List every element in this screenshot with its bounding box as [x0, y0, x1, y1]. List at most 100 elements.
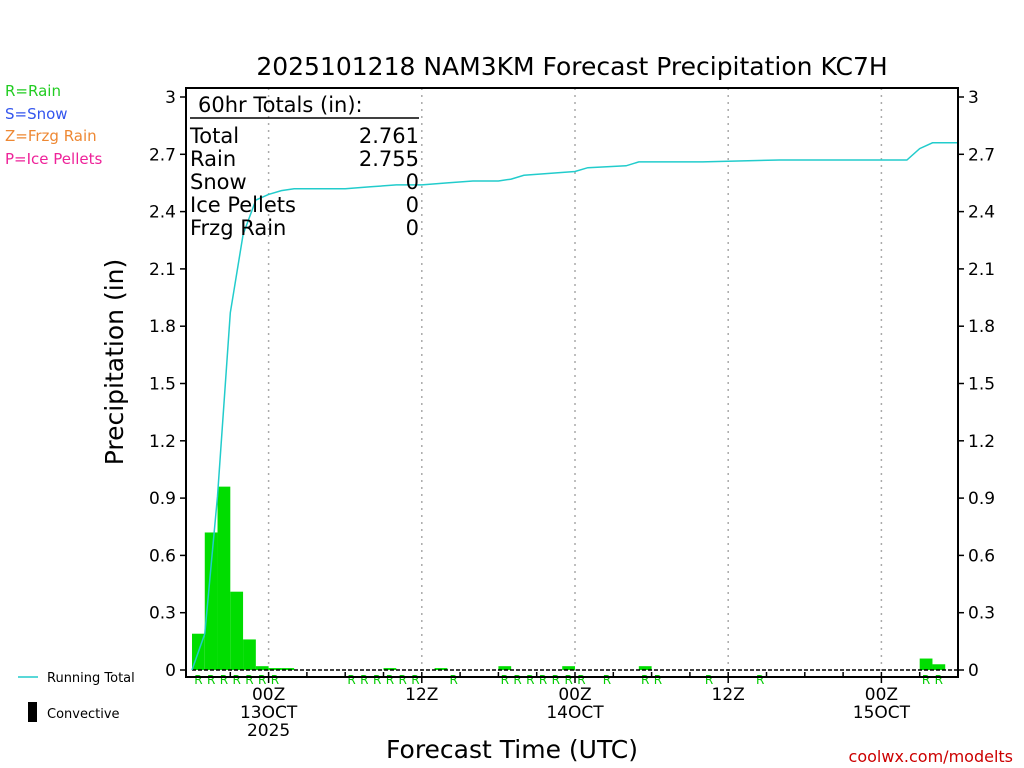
ptype-marker-h16: R — [386, 673, 394, 687]
ytick-right-label-2: 0.6 — [968, 546, 995, 566]
totals-total-value: 2.761 — [359, 124, 419, 148]
xtick-label-3-0: 12Z — [712, 685, 745, 705]
legend-rain: R=Rain — [5, 82, 61, 100]
running-total-key-label: Running Total — [47, 671, 135, 686]
legend-snow: S=Snow — [5, 105, 68, 123]
ptype-marker-h17: R — [398, 673, 406, 687]
totals-total-label: Total — [189, 124, 239, 148]
xtick-label-0-0: 00Z — [252, 685, 285, 705]
ptype-marker-h2: R — [207, 673, 215, 687]
ytick-right-label-4: 1.2 — [968, 432, 995, 452]
totals-rain-label: Rain — [190, 147, 236, 171]
legend-ice-pellets: P=Ice Pellets — [5, 150, 102, 168]
hourly-precip-bars — [192, 486, 946, 670]
ytick-right-label-8: 2.4 — [968, 203, 995, 223]
y-axis-left: 0 0.3 0.6 0.9 1.2 1.5 1.8 2.1 2.4 2.7 3 — [149, 88, 186, 681]
xtick-label-4-0: 00Z — [865, 685, 898, 705]
xtick-label-2-1: 14OCT — [546, 703, 604, 723]
ptype-marker-h14: R — [360, 673, 368, 687]
ptype-marker-h59: R — [935, 673, 943, 687]
xtick-label-1-0: 12Z — [405, 685, 438, 705]
precip-bar-h5 — [243, 639, 256, 670]
ytick-left-label-6: 1.8 — [149, 317, 176, 337]
chart-title: 2025101218 NAM3KM Forecast Precipitation… — [256, 52, 887, 81]
ytick-left-label-7: 2.1 — [149, 260, 176, 280]
ptype-marker-h6: R — [258, 673, 266, 687]
plot-frame — [185, 87, 959, 678]
ptype-marker-h1: R — [194, 673, 202, 687]
totals-frzg-rain-value: 0 — [406, 216, 419, 240]
xtick-label-4-1: 15OCT — [853, 703, 911, 723]
convective-key-swatch — [28, 702, 37, 722]
ptype-marker-h33: R — [603, 673, 611, 687]
precip-bar-h2 — [204, 532, 218, 670]
ptype-marker-h18: R — [411, 673, 419, 687]
ptype-marker-h3: R — [220, 673, 228, 687]
series-key: Running Total Convective — [18, 671, 135, 722]
ptype-marker-h15: R — [373, 673, 381, 687]
ptype-marker-h29: R — [552, 673, 560, 687]
ptype-marker-h28: R — [539, 673, 547, 687]
ptype-marker-h45: R — [756, 673, 764, 687]
totals-snow-label: Snow — [190, 170, 247, 194]
ptype-marker-h27: R — [526, 673, 534, 687]
ytick-left-label-8: 2.4 — [149, 203, 176, 223]
ytick-left-label-3: 0.9 — [149, 489, 176, 509]
ytick-right-label-3: 0.9 — [968, 489, 995, 509]
precip-bar-h20 — [434, 668, 448, 670]
precip-bar-h58 — [919, 658, 933, 670]
precip-bar-h7 — [268, 668, 282, 670]
xtick-label-0-1: 13OCT — [240, 703, 298, 723]
ptype-marker-h13: R — [347, 673, 355, 687]
ytick-right-label-9: 2.7 — [968, 145, 995, 165]
ytick-left-label-5: 1.5 — [149, 375, 176, 395]
xtick-label-2-0: 00Z — [558, 685, 591, 705]
totals-ice-pellets-value: 0 — [406, 193, 419, 217]
precip-bar-h59 — [932, 664, 946, 670]
legend-frzg-rain: Z=Frzg Rain — [5, 127, 97, 145]
convective-key-label: Convective — [47, 707, 120, 722]
ptype-marker-h4: R — [233, 673, 241, 687]
ptype-marker-h41: R — [705, 673, 713, 687]
ptype-marker-h31: R — [577, 673, 585, 687]
precip-bar-h4 — [230, 591, 244, 670]
ytick-right-label-1: 0.3 — [968, 604, 995, 624]
y-axis-label: Precipitation (in) — [100, 259, 129, 466]
totals-box: 60hr Totals (in): Total 2.761 Rain 2.755… — [189, 93, 419, 240]
credit-text: coolwx.com/modelts — [849, 747, 1013, 766]
ptype-marker-h21: R — [450, 673, 458, 687]
ptype-marker-h5: R — [245, 673, 253, 687]
running-total-line — [191, 142, 958, 671]
x-axis-label: Forecast Time (UTC) — [386, 735, 638, 764]
precip-bar-h6 — [255, 666, 269, 670]
precip-bar-h3 — [217, 486, 231, 670]
ptype-marker-h58: R — [922, 673, 930, 687]
ytick-left-label-9: 2.7 — [149, 145, 176, 165]
totals-header: 60hr Totals (in): — [198, 93, 363, 117]
ytick-right-label-6: 1.8 — [968, 317, 995, 337]
y-axis-right: 0 0.3 0.6 0.9 1.2 1.5 1.8 2.1 2.4 2.7 3 — [958, 88, 995, 681]
precip-bar-h8 — [281, 668, 295, 670]
ytick-left-label-2: 0.6 — [149, 546, 176, 566]
ytick-right-label-0: 0 — [968, 661, 979, 681]
ytick-right-label-10: 3 — [968, 88, 979, 108]
ptype-marker-h30: R — [564, 673, 572, 687]
ytick-left-label-10: 3 — [165, 88, 176, 108]
ytick-right-label-5: 1.5 — [968, 375, 995, 395]
ptype-legend: R=Rain S=Snow Z=Frzg Rain P=Ice Pellets — [5, 82, 102, 168]
totals-snow-value: 0 — [406, 170, 419, 194]
precip-bar-h36 — [638, 666, 652, 670]
precip-bar-h25 — [498, 666, 512, 670]
totals-rain-value: 2.755 — [359, 147, 419, 171]
totals-frzg-rain-label: Frzg Rain — [190, 216, 286, 240]
ptype-marker-h26: R — [513, 673, 521, 687]
ptype-marker-h37: R — [654, 673, 662, 687]
ytick-left-label-4: 1.2 — [149, 432, 176, 452]
precip-bar-h30 — [562, 666, 575, 670]
ytick-right-label-7: 2.1 — [968, 260, 995, 280]
ptype-marker-h36: R — [641, 673, 649, 687]
vertical-gridlines — [267, 88, 883, 677]
